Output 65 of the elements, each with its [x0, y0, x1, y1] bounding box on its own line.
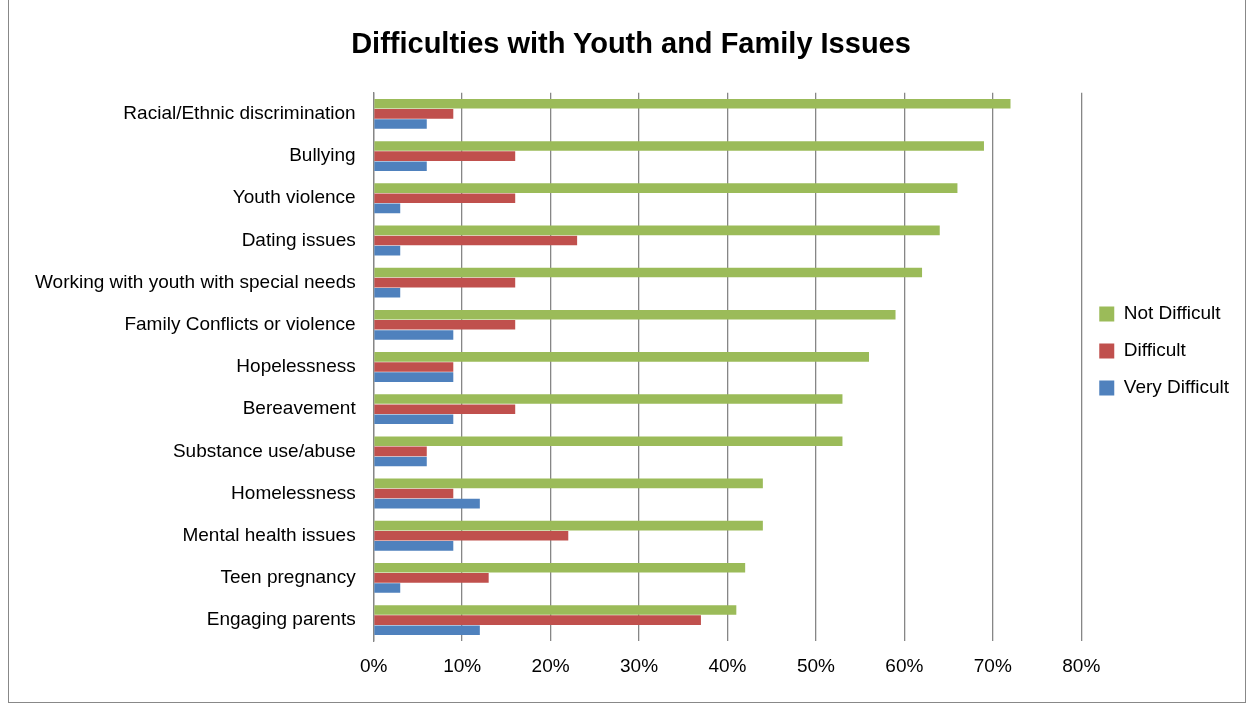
chart-title: Difficulties with Youth and Family Issues	[351, 27, 911, 60]
y-tick-label: Racial/Ethnic discrimination	[123, 102, 356, 124]
bar	[374, 478, 763, 489]
x-tick-label: 20%	[531, 654, 570, 676]
bar	[374, 520, 763, 531]
bar	[374, 277, 516, 288]
y-tick-label: Homelessness	[231, 481, 356, 503]
bar	[374, 235, 578, 246]
bar	[374, 488, 454, 499]
bar	[374, 183, 958, 193]
legend-label: Difficult	[1123, 339, 1187, 361]
bar	[374, 245, 401, 256]
bar	[374, 583, 401, 593]
x-tick-label: 30%	[620, 654, 659, 676]
y-tick-label: Youth violence	[232, 186, 356, 208]
legend-label: Very Difficult	[1123, 376, 1230, 398]
y-tick-label: Mental health issues	[182, 523, 356, 545]
y-tick-label: Hopelessness	[236, 355, 356, 377]
y-tick-label: Bereavement	[242, 397, 357, 419]
bar	[374, 498, 480, 509]
bar	[374, 605, 737, 615]
y-tick-label: Engaging parents	[206, 608, 356, 630]
bar	[374, 394, 843, 404]
bar	[374, 203, 401, 214]
bar	[374, 352, 869, 362]
x-tick-label: 50%	[796, 654, 836, 676]
bar	[374, 119, 427, 129]
bar	[374, 436, 843, 447]
bar	[374, 362, 454, 372]
bar	[374, 615, 701, 625]
x-tick-label: 40%	[708, 654, 747, 676]
x-tick-label: 80%	[1062, 654, 1101, 676]
bar	[374, 267, 923, 278]
bar	[374, 287, 401, 298]
x-tick-label: 0%	[359, 654, 388, 676]
bar	[374, 320, 516, 330]
y-tick-label: Dating issues	[241, 228, 356, 250]
x-tick-label: 70%	[973, 654, 1012, 676]
bar	[374, 372, 454, 382]
bar	[374, 530, 569, 541]
bar	[374, 562, 746, 573]
bar	[374, 446, 427, 457]
y-tick-label: Working with youth with special needs	[35, 270, 356, 292]
y-tick-label: Family Conflicts or violence	[124, 313, 356, 335]
bar	[374, 151, 516, 161]
bar	[374, 625, 480, 636]
bar	[374, 309, 896, 320]
bar	[374, 330, 454, 340]
x-tick-label: 10%	[443, 654, 482, 676]
y-tick-label: Teen pregnancy	[220, 566, 357, 588]
bar	[374, 404, 516, 414]
bar	[374, 193, 516, 204]
bar	[374, 161, 427, 172]
x-tick-label: 60%	[885, 654, 924, 676]
bar	[374, 141, 984, 151]
bar	[374, 225, 940, 236]
y-tick-label: Bullying	[289, 144, 356, 166]
bar	[374, 456, 427, 467]
bar	[374, 541, 454, 551]
bar	[374, 98, 1011, 109]
bar	[374, 573, 489, 583]
y-tick-label: Substance use/abuse	[172, 439, 356, 461]
legend-label: Not Difficult	[1123, 302, 1222, 324]
bar	[374, 414, 454, 425]
bar	[374, 109, 454, 119]
